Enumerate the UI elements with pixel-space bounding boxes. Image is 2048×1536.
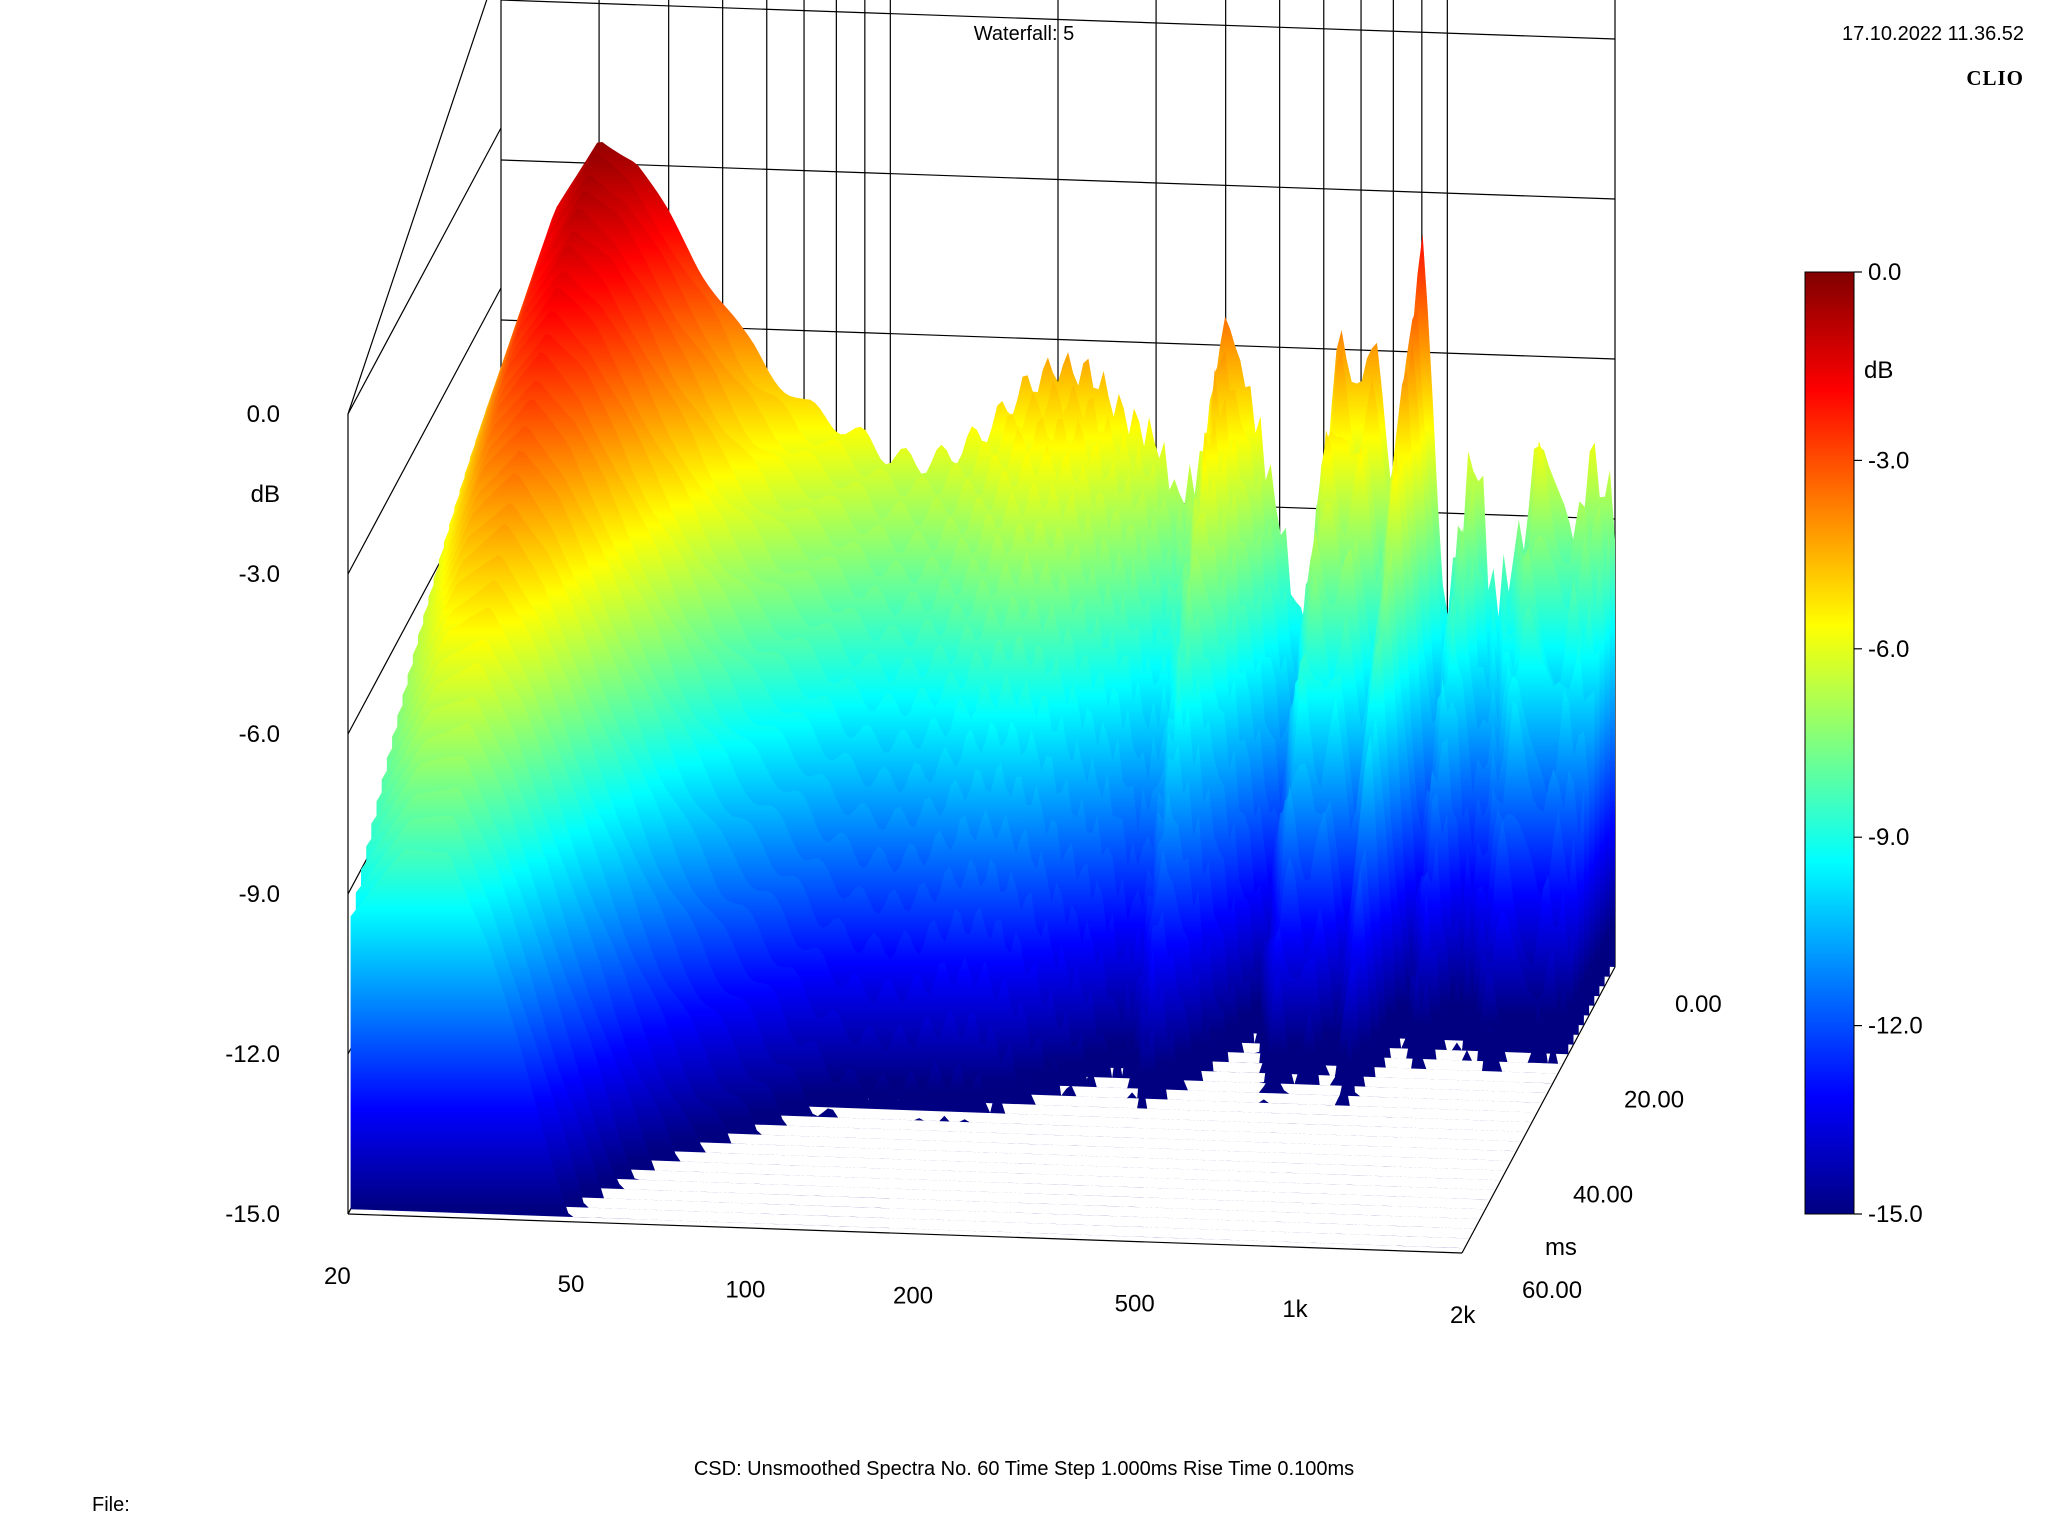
z-tick-label: 40.00	[1573, 1182, 1633, 1209]
colorbar-tick-label: -3.0	[1868, 447, 1909, 474]
x-tick-label: 2k	[1450, 1302, 1476, 1329]
x-tick-label: 100	[725, 1277, 765, 1304]
chart-title: Waterfall: 5	[973, 23, 1075, 45]
colorbar-tick-label: -6.0	[1868, 636, 1909, 663]
spectrum-slice-38	[402, 554, 1517, 1152]
x-tick-label: 20	[324, 1263, 351, 1290]
y-tick-label: -9.0	[239, 881, 280, 908]
y-tick-label: -3.0	[239, 561, 280, 588]
z-tick-label: 20.00	[1624, 1086, 1684, 1113]
brand-logo-text: CLIO	[1966, 66, 2024, 90]
box-floor-front-edge	[347, 1213, 1463, 1254]
colorbar-tick-label: -12.0	[1868, 1013, 1923, 1040]
spectrum-slice-40	[397, 579, 1512, 1161]
z-axis-label: ms	[1545, 1234, 1577, 1261]
x-tick-label: 500	[1115, 1290, 1155, 1317]
colorbar-gradient	[1804, 271, 1855, 1215]
z-tick-label: 60.00	[1522, 1277, 1582, 1304]
y-axis-label: dB	[251, 481, 280, 508]
y-tick-label: -15.0	[225, 1201, 280, 1228]
timestamp: 17.10.2022 11.36.52	[1841, 23, 2024, 45]
colorbar-label: dB	[1864, 357, 1893, 384]
spectrum-slice-58	[350, 848, 1465, 1249]
y-tick-label: 0.0	[247, 401, 280, 428]
colorbar-tick-label: 0.0	[1868, 259, 1901, 286]
left-grid-1	[347, 287, 502, 575]
x-tick-label: 200	[893, 1283, 933, 1310]
colorbar: 0.0 -3.0 -6.0 -9.0 -12.0 -15.0 dB	[1804, 259, 1923, 1228]
left-grid-0	[347, 127, 502, 415]
x-tick-label: 50	[558, 1271, 585, 1298]
colorbar-tick-label: -9.0	[1868, 824, 1909, 851]
box-left-top-edge	[347, 0, 488, 415]
x-tick-label: 1k	[1282, 1296, 1308, 1323]
colorbar-tick-label: -15.0	[1868, 1201, 1923, 1228]
measurement-info: CSD: Unsmoothed Spectra No. 60 Time Step…	[693, 1458, 1355, 1480]
axis-labels: 0.0 -3.0 -6.0 -9.0 -12.0 -15.0 dB 20 50 100 200 500…	[225, 401, 1721, 1329]
waterfall-surface	[350, 142, 1615, 1249]
y-tick-label: -6.0	[239, 721, 280, 748]
file-label: File:	[92, 1494, 130, 1516]
box-floor-right-edge	[1461, 966, 1616, 1254]
y-tick-label: -12.0	[225, 1041, 280, 1068]
z-tick-label: 0.00	[1675, 991, 1722, 1018]
